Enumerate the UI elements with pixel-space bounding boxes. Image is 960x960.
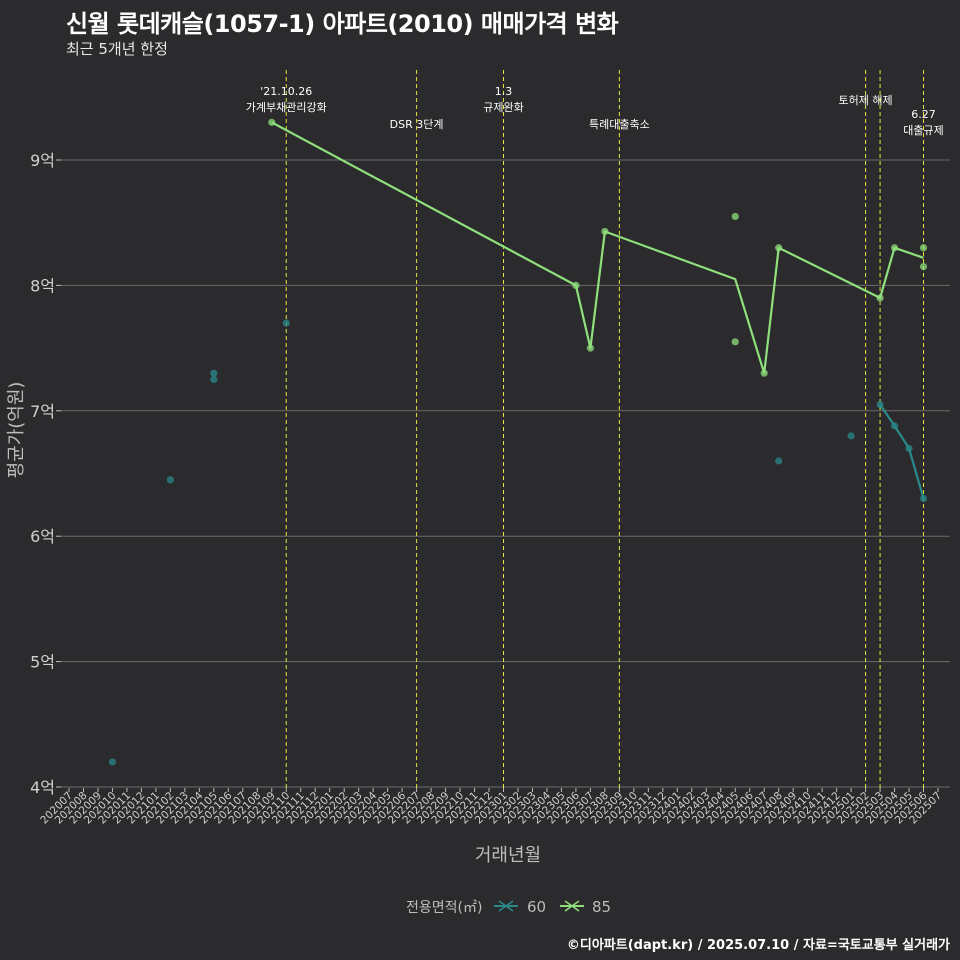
event-label-202301: 1.3 규제완화 (483, 85, 523, 114)
y-tick-label: 5억 (30, 653, 55, 672)
axis-layer: 4억5억6억7억8억9억2020072020082020092020102020… (30, 151, 944, 826)
y-tick-label: 6억 (30, 527, 55, 546)
chart-subtitle: 최근 5개년 한정 (66, 40, 168, 58)
legend-key-60 (494, 900, 518, 912)
event-label-202506: 6.27 대출규제 (903, 108, 943, 137)
event-label-202309: 특례대출축소 (589, 118, 650, 131)
x-axis-title: 거래년월 (475, 845, 541, 866)
data-point-60 (282, 319, 290, 327)
y-tick-label: 4억 (30, 778, 55, 797)
grid-layer (61, 159, 950, 788)
event-label-202502: 토허제 해제 (839, 93, 893, 107)
data-point-60 (775, 457, 783, 465)
data-point-85 (572, 281, 580, 289)
data-point-60 (166, 476, 174, 484)
series-layer (108, 118, 928, 766)
data-point-60 (905, 444, 913, 453)
data-point-85 (760, 369, 768, 377)
source-caption: ©디아파트(dapt.kr) / 2025.07.10 / 자료=국토교통부 실… (566, 938, 950, 953)
legend-label-60: 60 (527, 898, 546, 916)
data-point-60 (210, 375, 218, 384)
data-point-85 (876, 294, 884, 302)
legend-title: 전용면적(㎡) (406, 900, 482, 916)
data-point-60 (210, 369, 218, 377)
data-point-60 (876, 400, 884, 409)
data-point-85 (890, 244, 899, 252)
data-point-60 (847, 432, 855, 440)
data-point-85 (731, 212, 739, 221)
data-point-85 (601, 227, 609, 236)
event-label-202207: DSR 3단계 (390, 118, 444, 131)
y-axis-title: 평균가(억원) (6, 382, 27, 479)
event-label-202110: '21.10.26 가계부채관리강화 (246, 85, 327, 114)
data-point-60 (919, 494, 928, 503)
data-point-85 (919, 262, 928, 271)
y-tick-label: 8억 (30, 276, 55, 295)
data-point-85 (919, 244, 928, 252)
data-point-60 (108, 758, 117, 766)
legend: 전용면적(㎡) 60 85 (406, 898, 611, 916)
y-tick-label: 7억 (30, 402, 55, 421)
series-line-60 (879, 403, 925, 499)
series-line-85 (271, 121, 924, 375)
chart-title: 신월 롯데캐슬(1057-1) 아파트(2010) 매매가격 변화 (66, 10, 619, 38)
data-point-85 (268, 118, 276, 126)
legend-label-85: 85 (592, 898, 611, 916)
y-tick-label: 9억 (30, 151, 55, 170)
legend-key-85 (560, 900, 584, 912)
data-point-85 (586, 344, 595, 352)
data-point-85 (731, 338, 739, 346)
data-point-85 (775, 244, 783, 252)
data-point-60 (890, 422, 899, 430)
